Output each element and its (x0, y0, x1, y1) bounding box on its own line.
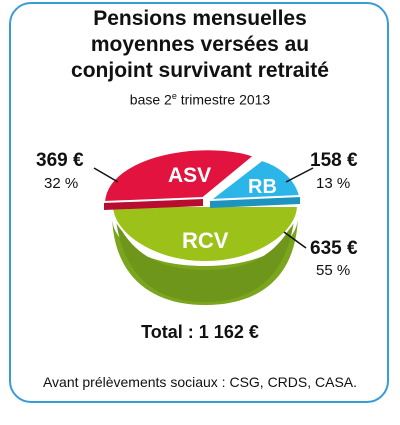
subtitle-prefix: base 2 (129, 91, 172, 108)
chart-title-line-3: conjoint survivant retraité (71, 59, 329, 82)
rcv-slice-side-shade (116, 220, 294, 302)
rcv-leader-line (283, 231, 307, 249)
subtitle-sup: e (171, 91, 177, 101)
asv-percent: 32 % (44, 175, 79, 192)
asv-slice-label: ASV (168, 164, 211, 187)
chart-title-line-1: Pensions mensuelles (93, 7, 307, 30)
rcv-slice-label: RCV (182, 228, 229, 253)
footnote: Avant prélèvements sociaux : CSG, CRDS, … (42, 374, 358, 390)
chart-subtitle: base 2e trimestre 2013 (0, 91, 400, 108)
subtitle-suffix: trimestre 2013 (176, 91, 271, 108)
total-amount: Total : 1 162 € (141, 322, 259, 342)
chart-frame (9, 2, 389, 403)
rb-value: 158 € (310, 150, 358, 171)
asv-value: 369 € (36, 150, 84, 171)
rb-slice-label: RB (248, 176, 277, 198)
rcv-percent: 55 % (316, 262, 351, 279)
chart-title-line-2: moyennes versées au (90, 33, 310, 56)
rb-leader-line (285, 167, 314, 183)
rcv-value: 635 € (310, 238, 358, 259)
rb-percent: 13 % (316, 175, 351, 192)
asv-leader-line (93, 167, 119, 183)
